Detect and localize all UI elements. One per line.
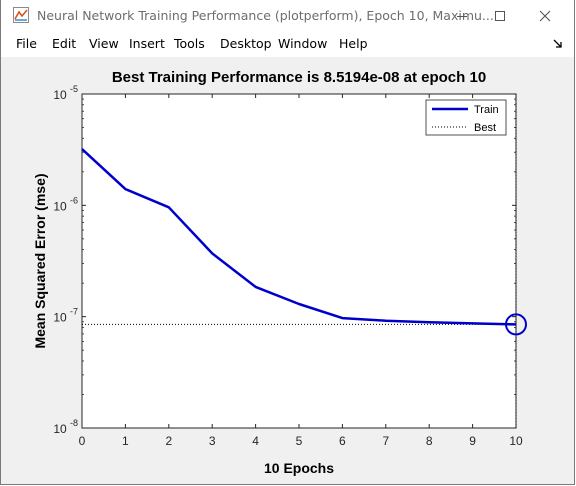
matlab-figure-icon xyxy=(13,7,29,23)
title-bar[interactable]: Neural Network Training Performance (plo… xyxy=(1,0,574,31)
menu-tools[interactable]: Tools xyxy=(174,36,205,51)
y-tick-exponent: -7 xyxy=(70,307,78,317)
y-tick-label: 10 xyxy=(53,199,67,213)
menu-edit[interactable]: Edit xyxy=(52,36,77,51)
maximize-button[interactable] xyxy=(477,0,523,31)
chart-title: Best Training Performance is 8.5194e-08 … xyxy=(112,69,486,86)
dock-arrow-icon[interactable] xyxy=(552,38,564,50)
x-axis-label: 10 Epochs xyxy=(264,460,334,476)
train-line xyxy=(81,148,517,326)
x-tick-label: 1 xyxy=(122,434,129,448)
window-title: Neural Network Training Performance (plo… xyxy=(37,8,494,23)
maximize-icon xyxy=(495,10,505,21)
series-group xyxy=(81,94,527,428)
plot-area xyxy=(81,93,517,429)
x-tick-label: 3 xyxy=(209,434,216,448)
x-tick-label: 10 xyxy=(509,434,523,448)
legend-best-label: Best xyxy=(474,122,496,134)
x-tick-label: 0 xyxy=(79,434,86,448)
performance-chart: Best Training Performance is 8.5194e-08 … xyxy=(32,69,527,476)
y-tick-label: 10 xyxy=(53,88,67,102)
menu-help[interactable]: Help xyxy=(339,36,368,51)
minimize-button[interactable] xyxy=(439,0,485,31)
legend-box xyxy=(425,99,507,136)
x-tick-label: 7 xyxy=(382,434,389,448)
y-ticks: 10-810-710-610-5 xyxy=(53,84,516,436)
y-tick-exponent: -8 xyxy=(70,418,78,428)
menu-view[interactable]: View xyxy=(89,36,119,51)
y-tick-exponent: -6 xyxy=(70,195,78,205)
y-axis-label: Mean Squared Error (mse) xyxy=(32,173,48,348)
x-ticks: 0 1 2 3 4 5 6 7 8 9 10 xyxy=(79,94,523,448)
figure-canvas: Best Training Performance is 8.5194e-08 … xyxy=(2,57,574,484)
close-icon xyxy=(539,10,551,21)
x-tick-label: 8 xyxy=(426,434,433,448)
menu-bar: File Edit View Insert Tools Desktop Wind… xyxy=(1,31,574,57)
x-tick-label: 5 xyxy=(296,434,303,448)
x-tick-label: 2 xyxy=(165,434,172,448)
menu-insert[interactable]: Insert xyxy=(129,36,165,51)
x-tick-label: 4 xyxy=(252,434,259,448)
y-tick-label: 10 xyxy=(53,311,67,325)
minimize-icon xyxy=(457,15,467,17)
menu-file[interactable]: File xyxy=(16,36,37,51)
x-tick-label: 9 xyxy=(469,434,476,448)
x-tick-label: 6 xyxy=(339,434,346,448)
legend-train-label: Train xyxy=(474,104,499,116)
best-point-marker xyxy=(505,313,527,336)
menu-desktop[interactable]: Desktop xyxy=(220,36,272,51)
legend: Train Best xyxy=(425,99,507,136)
y-tick-label: 10 xyxy=(53,422,67,436)
menu-window[interactable]: Window xyxy=(278,36,328,51)
y-tick-exponent: -5 xyxy=(70,84,78,94)
close-button[interactable] xyxy=(522,0,568,31)
